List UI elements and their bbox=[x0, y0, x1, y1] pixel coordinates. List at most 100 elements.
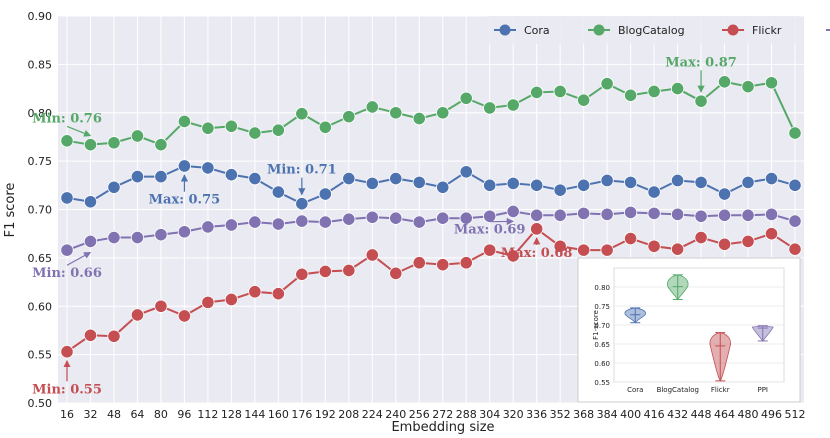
legend-item-blogcatalog: BlogCatalog bbox=[588, 24, 685, 37]
data-point-ppi bbox=[318, 215, 332, 229]
data-point-blogcatalog bbox=[389, 106, 403, 120]
x-tick-label: 496 bbox=[761, 408, 782, 421]
inset-x-tick-label: BlogCatalog bbox=[657, 386, 699, 394]
data-point-ppi bbox=[412, 215, 426, 229]
data-point-blogcatalog bbox=[459, 91, 473, 105]
y-tick-label: 0.85 bbox=[28, 58, 53, 71]
data-point-flickr bbox=[60, 345, 74, 359]
data-point-blogcatalog bbox=[154, 138, 168, 152]
data-point-cora bbox=[764, 171, 779, 186]
data-point-cora bbox=[741, 175, 755, 190]
x-tick-label: 144 bbox=[244, 408, 265, 421]
x-tick-label: 32 bbox=[83, 408, 97, 421]
data-point-cora bbox=[694, 175, 708, 190]
inset-x-tick-label: Flickr bbox=[711, 386, 730, 394]
x-tick-label: 80 bbox=[154, 408, 168, 421]
data-point-ppi bbox=[83, 234, 98, 249]
x-tick-label: 96 bbox=[177, 408, 191, 421]
data-point-ppi bbox=[177, 225, 192, 239]
data-point-blogcatalog bbox=[788, 126, 802, 140]
x-tick-label: 352 bbox=[550, 408, 571, 421]
data-point-blogcatalog bbox=[694, 94, 708, 108]
data-point-ppi bbox=[130, 230, 145, 245]
data-point-cora bbox=[459, 165, 473, 179]
data-point-blogcatalog bbox=[107, 136, 121, 150]
annotation-label: Max: 0.68 bbox=[501, 246, 573, 261]
x-tick-label: 16 bbox=[60, 408, 74, 421]
x-tick-label: 304 bbox=[479, 408, 500, 421]
data-point-blogcatalog bbox=[318, 120, 332, 134]
data-point-ppi bbox=[248, 215, 262, 229]
data-point-flickr bbox=[553, 239, 567, 253]
data-point-blogcatalog bbox=[577, 93, 591, 107]
series-blogcatalog bbox=[60, 75, 802, 152]
data-point-cora bbox=[389, 171, 403, 186]
annotation-label: Min: 0.66 bbox=[32, 266, 102, 281]
data-point-flickr bbox=[694, 230, 708, 245]
data-point-blogcatalog bbox=[506, 98, 520, 112]
data-point-flickr bbox=[624, 231, 638, 246]
data-point-cora bbox=[365, 176, 379, 190]
x-tick-label: 480 bbox=[738, 408, 759, 421]
legend-marker bbox=[499, 24, 511, 36]
data-point-ppi bbox=[764, 207, 779, 221]
data-point-flickr bbox=[295, 267, 309, 281]
data-point-flickr bbox=[271, 287, 285, 301]
violin-blogcatalog: BlogCatalog bbox=[657, 274, 699, 394]
x-tick-label: 176 bbox=[291, 408, 312, 421]
data-point-blogcatalog bbox=[600, 77, 614, 91]
data-point-flickr bbox=[483, 243, 497, 257]
x-tick-label: 208 bbox=[338, 408, 359, 421]
inset-y-tick-label: 0.75 bbox=[594, 303, 610, 311]
legend-label: Cora bbox=[524, 24, 550, 37]
data-point-ppi bbox=[506, 204, 520, 219]
data-point-flickr bbox=[389, 266, 403, 280]
data-point-flickr bbox=[506, 249, 520, 263]
data-point-blogcatalog bbox=[624, 88, 638, 102]
x-tick-label: 432 bbox=[667, 408, 688, 421]
data-point-blogcatalog bbox=[295, 107, 309, 121]
violin-flickr: Flickr bbox=[709, 332, 732, 394]
y-tick-label: 0.50 bbox=[28, 397, 53, 410]
data-point-cora bbox=[670, 173, 685, 188]
data-point-ppi bbox=[694, 209, 708, 223]
x-tick-label: 128 bbox=[221, 408, 242, 421]
data-point-cora bbox=[224, 168, 238, 182]
data-point-ppi bbox=[577, 206, 591, 220]
x-tick-label: 48 bbox=[107, 408, 121, 421]
inset-y-tick-label: 0.65 bbox=[594, 341, 610, 349]
data-point-cora bbox=[717, 187, 732, 201]
data-point-blogcatalog bbox=[553, 84, 567, 99]
series-flickr bbox=[60, 222, 802, 359]
data-point-cora bbox=[248, 171, 262, 186]
data-point-ppi bbox=[389, 211, 403, 225]
annotation-label: Min: 0.76 bbox=[32, 111, 102, 126]
y-tick-label: 0.90 bbox=[28, 10, 53, 23]
y-tick-label: 0.55 bbox=[28, 349, 53, 362]
data-point-ppi bbox=[741, 208, 755, 222]
data-point-flickr bbox=[154, 299, 168, 313]
data-point-cora bbox=[295, 197, 309, 211]
x-tick-label: 448 bbox=[691, 408, 712, 421]
data-point-cora bbox=[83, 195, 98, 209]
x-tick-label: 368 bbox=[573, 408, 594, 421]
annotation-label: Max: 0.75 bbox=[149, 193, 221, 208]
inset-x-tick-label: Cora bbox=[627, 386, 643, 394]
data-point-cora bbox=[506, 176, 520, 190]
data-point-ppi bbox=[717, 208, 732, 222]
x-tick-label: 384 bbox=[597, 408, 618, 421]
data-point-flickr bbox=[577, 243, 591, 257]
data-point-cora bbox=[600, 173, 614, 188]
x-tick-label: 256 bbox=[409, 408, 430, 421]
legend: Cora BlogCatalog Flickr PPI bbox=[484, 16, 830, 44]
y-tick-label: 0.65 bbox=[28, 252, 53, 265]
data-point-ppi bbox=[788, 214, 802, 228]
data-point-ppi bbox=[670, 207, 685, 221]
data-point-ppi bbox=[201, 220, 215, 234]
inset-x-tick-label: PPI bbox=[757, 386, 768, 394]
data-point-flickr bbox=[130, 308, 145, 322]
data-point-cora bbox=[530, 178, 544, 192]
data-point-cora bbox=[271, 185, 285, 199]
data-point-flickr bbox=[248, 285, 262, 299]
